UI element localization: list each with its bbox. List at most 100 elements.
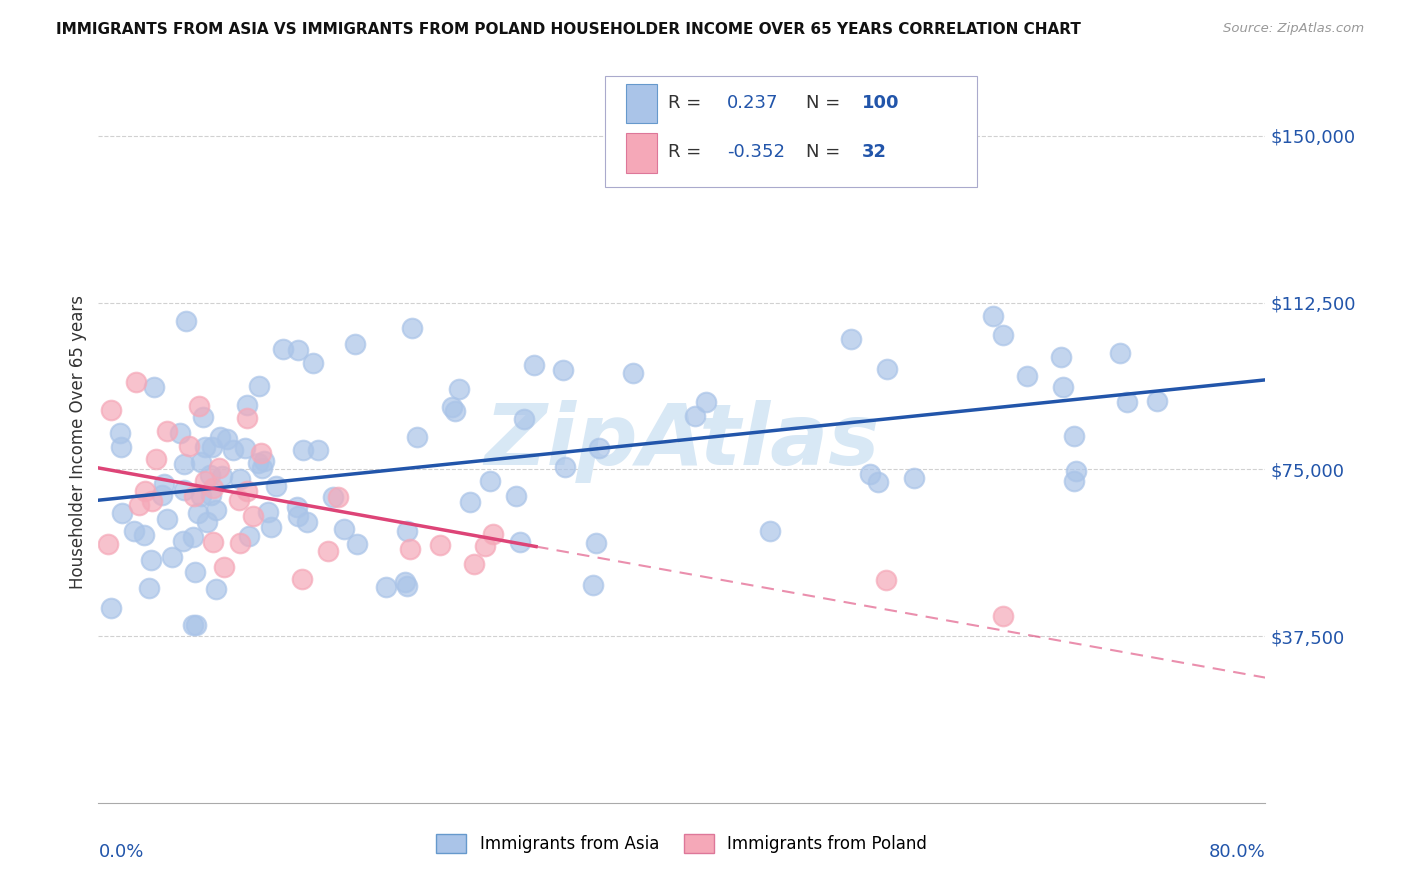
- Point: [394, 575, 416, 590]
- Point: [194, 474, 217, 488]
- Text: 32: 32: [862, 143, 887, 161]
- Text: Source: ZipAtlas.com: Source: ZipAtlas.com: [1223, 22, 1364, 36]
- Point: [201, 440, 224, 454]
- Point: [201, 534, 224, 549]
- Point: [346, 537, 368, 551]
- Point: [208, 460, 231, 475]
- Text: 80.0%: 80.0%: [1209, 843, 1265, 861]
- Point: [229, 472, 252, 486]
- Point: [194, 440, 217, 454]
- Point: [991, 609, 1014, 624]
- Point: [212, 560, 235, 574]
- Text: 100: 100: [862, 94, 900, 112]
- Point: [291, 442, 314, 457]
- Point: [1064, 464, 1087, 478]
- Point: [588, 441, 610, 455]
- Point: [1017, 368, 1039, 383]
- Point: [1050, 351, 1073, 365]
- Point: [205, 582, 228, 597]
- Point: [174, 313, 197, 327]
- Point: [195, 515, 218, 529]
- Point: [122, 524, 145, 539]
- Point: [505, 489, 527, 503]
- Point: [156, 424, 179, 438]
- Point: [128, 499, 150, 513]
- Point: [463, 558, 485, 572]
- Point: [198, 468, 221, 483]
- Y-axis label: Householder Income Over 65 years: Householder Income Over 65 years: [69, 294, 87, 589]
- Point: [111, 506, 134, 520]
- Point: [554, 460, 576, 475]
- Text: IMMIGRANTS FROM ASIA VS IMMIGRANTS FROM POLAND HOUSEHOLDER INCOME OVER 65 YEARS : IMMIGRANTS FROM ASIA VS IMMIGRANTS FROM …: [56, 22, 1081, 37]
- Point: [253, 453, 276, 467]
- Legend: Immigrants from Asia, Immigrants from Poland: Immigrants from Asia, Immigrants from Po…: [430, 827, 934, 860]
- Point: [233, 442, 256, 456]
- Point: [184, 618, 207, 632]
- Point: [523, 358, 546, 372]
- Point: [290, 572, 312, 586]
- Point: [991, 328, 1014, 343]
- Point: [582, 578, 605, 592]
- Point: [184, 565, 207, 579]
- Point: [695, 395, 717, 409]
- Point: [183, 618, 205, 632]
- Point: [160, 549, 183, 564]
- Point: [509, 534, 531, 549]
- Point: [444, 404, 467, 418]
- Point: [447, 382, 470, 396]
- Point: [141, 493, 163, 508]
- Point: [156, 512, 179, 526]
- Point: [208, 430, 231, 444]
- Point: [134, 484, 156, 499]
- Point: [1063, 429, 1085, 443]
- Point: [211, 469, 233, 483]
- Point: [585, 536, 607, 550]
- Point: [143, 380, 166, 394]
- Point: [441, 400, 464, 414]
- Point: [301, 356, 323, 370]
- Point: [287, 500, 309, 515]
- Point: [229, 536, 252, 550]
- Point: [474, 539, 496, 553]
- Point: [429, 538, 451, 552]
- Point: [287, 343, 309, 357]
- Point: [139, 553, 162, 567]
- Point: [228, 493, 250, 508]
- Point: [132, 528, 155, 542]
- Point: [236, 483, 259, 498]
- Text: -0.352: -0.352: [727, 143, 785, 161]
- Point: [201, 481, 224, 495]
- Point: [100, 601, 122, 615]
- Point: [839, 332, 862, 346]
- Point: [181, 530, 204, 544]
- Point: [97, 537, 120, 551]
- Point: [187, 506, 209, 520]
- Point: [396, 524, 419, 538]
- Point: [260, 520, 283, 534]
- Point: [183, 489, 205, 503]
- Point: [173, 457, 195, 471]
- Point: [215, 432, 238, 446]
- Point: [173, 483, 195, 497]
- Point: [169, 425, 191, 440]
- Text: ZipAtlas: ZipAtlas: [484, 400, 880, 483]
- Point: [264, 479, 287, 493]
- Point: [1052, 380, 1074, 394]
- Point: [482, 527, 505, 541]
- Text: R =: R =: [668, 94, 702, 112]
- Text: 0.237: 0.237: [727, 94, 779, 112]
- Point: [328, 490, 350, 504]
- Point: [759, 524, 782, 539]
- Point: [551, 363, 574, 377]
- Point: [247, 379, 270, 393]
- Point: [621, 366, 644, 380]
- Point: [876, 362, 898, 376]
- Point: [191, 409, 214, 424]
- Point: [983, 310, 1005, 324]
- Point: [1063, 474, 1085, 488]
- Point: [344, 337, 367, 351]
- Point: [188, 399, 211, 413]
- Point: [1109, 346, 1132, 360]
- Text: 0.0%: 0.0%: [98, 843, 143, 861]
- Point: [252, 460, 274, 475]
